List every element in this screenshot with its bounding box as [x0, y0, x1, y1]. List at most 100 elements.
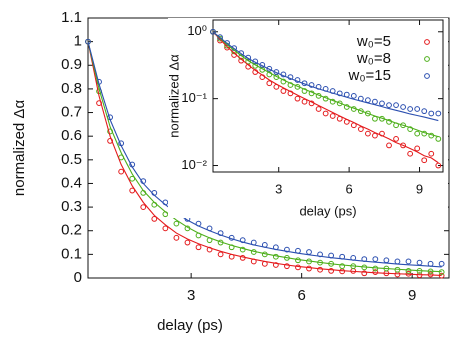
- y-tick-label: 10⁻¹: [181, 90, 207, 105]
- inset-plot: 3 6 9 10⁰ 10⁻¹ 10⁻² delay (ps) normalized Δα w₀=…: [166, 18, 448, 218]
- data-point: [407, 150, 414, 157]
- data-point: [414, 106, 421, 112]
- x-tick-label: 9: [408, 287, 416, 304]
- x-tick-label: 3: [275, 181, 282, 196]
- data-point: [129, 187, 136, 194]
- data-point: [195, 244, 202, 251]
- y-tick-label: 0.8: [61, 80, 82, 97]
- data-point: [435, 110, 442, 117]
- data-point: [407, 126, 414, 133]
- data-point: [315, 106, 322, 112]
- data-point: [317, 266, 323, 273]
- data-point: [151, 216, 158, 222]
- x-tick-label: 6: [297, 287, 305, 304]
- data-point: [383, 257, 390, 264]
- y-tick-label: 0: [74, 269, 82, 286]
- data-point: [284, 263, 290, 270]
- data-point: [438, 269, 445, 275]
- y-tick-label: 0.3: [61, 198, 82, 215]
- inset-y-label: normalized Δα: [166, 54, 181, 138]
- legend-marker: [424, 39, 430, 45]
- legend-marker: [424, 73, 430, 79]
- data-point: [306, 265, 312, 272]
- data-point: [414, 145, 421, 152]
- x-axis-label: delay (ps): [157, 317, 223, 334]
- legend-label: w₀=15: [347, 67, 391, 84]
- data-point: [428, 150, 435, 157]
- data-point: [129, 175, 136, 182]
- data-point: [301, 88, 308, 94]
- y-tick-label: 0.7: [61, 104, 82, 121]
- y-tick-label: 0.9: [61, 56, 82, 73]
- inset-background: [168, 18, 448, 218]
- data-point: [173, 220, 180, 227]
- data-point: [272, 262, 279, 268]
- y-tick-label: 10⁰: [187, 23, 207, 38]
- main-plot: 3 6 9 0 0.1 0.2 0.3 0.4 0.5 0.6 0.7 0.8 0.9 1 1.1: [61, 9, 450, 304]
- data-point: [386, 102, 392, 109]
- data-point: [435, 162, 442, 169]
- data-point: [421, 157, 428, 164]
- data-point: [416, 259, 423, 266]
- fit-line: [212, 31, 439, 122]
- fit-line: [87, 41, 442, 273]
- data-point: [414, 130, 421, 137]
- data-point: [217, 251, 224, 258]
- fit-line: [87, 41, 442, 268]
- data-point: [118, 168, 125, 175]
- data-point: [184, 239, 191, 246]
- data-point: [393, 102, 399, 109]
- y-tick-label: 0.5: [61, 151, 82, 168]
- data-point: [364, 110, 371, 117]
- y-tick-label: 10⁻²: [181, 157, 207, 172]
- data-point: [245, 58, 252, 65]
- data-point: [295, 264, 301, 271]
- data-point: [306, 249, 312, 255]
- data-point: [308, 82, 315, 88]
- fit-line: [87, 41, 442, 276]
- data-point: [361, 270, 368, 277]
- data-point: [372, 98, 378, 105]
- data-point: [336, 90, 343, 97]
- data-point: [386, 142, 392, 149]
- data-point: [301, 98, 308, 105]
- data-point: [421, 108, 428, 115]
- y-tick-label: 1.1: [61, 9, 82, 26]
- data-point: [364, 130, 371, 137]
- data-point: [284, 246, 290, 253]
- data-point: [294, 95, 301, 102]
- data-point: [329, 113, 336, 119]
- data-point: [379, 100, 385, 107]
- fit-line: [212, 31, 439, 138]
- data-point: [372, 265, 379, 272]
- data-point: [336, 100, 343, 107]
- x-tick-label: 3: [187, 287, 195, 304]
- data-point: [405, 258, 412, 265]
- data-point: [266, 65, 273, 72]
- data-point: [162, 225, 169, 232]
- data-point: [140, 204, 147, 210]
- data-point: [266, 80, 273, 87]
- data-point: [210, 28, 216, 35]
- data-point: [394, 258, 401, 265]
- data-point: [394, 271, 401, 278]
- data-point: [393, 136, 399, 142]
- legend-label: w₀=5: [356, 33, 391, 50]
- data-point: [350, 92, 357, 99]
- legend-marker: [424, 56, 430, 62]
- y-axis-label: normalized Δα: [11, 100, 28, 197]
- inset-x-label: delay (ps): [299, 203, 356, 218]
- data-point: [173, 234, 180, 241]
- data-point: [400, 122, 407, 129]
- data-point: [400, 104, 407, 110]
- y-tick-label: 0.4: [61, 174, 82, 191]
- data-point: [372, 269, 379, 275]
- data-point: [438, 260, 445, 267]
- y-tick-label: 0.6: [61, 127, 82, 144]
- data-point: [322, 110, 329, 117]
- data-point: [357, 126, 364, 133]
- legend-label: w₀=8: [356, 50, 391, 67]
- data-point: [339, 263, 346, 270]
- data-point: [339, 268, 346, 275]
